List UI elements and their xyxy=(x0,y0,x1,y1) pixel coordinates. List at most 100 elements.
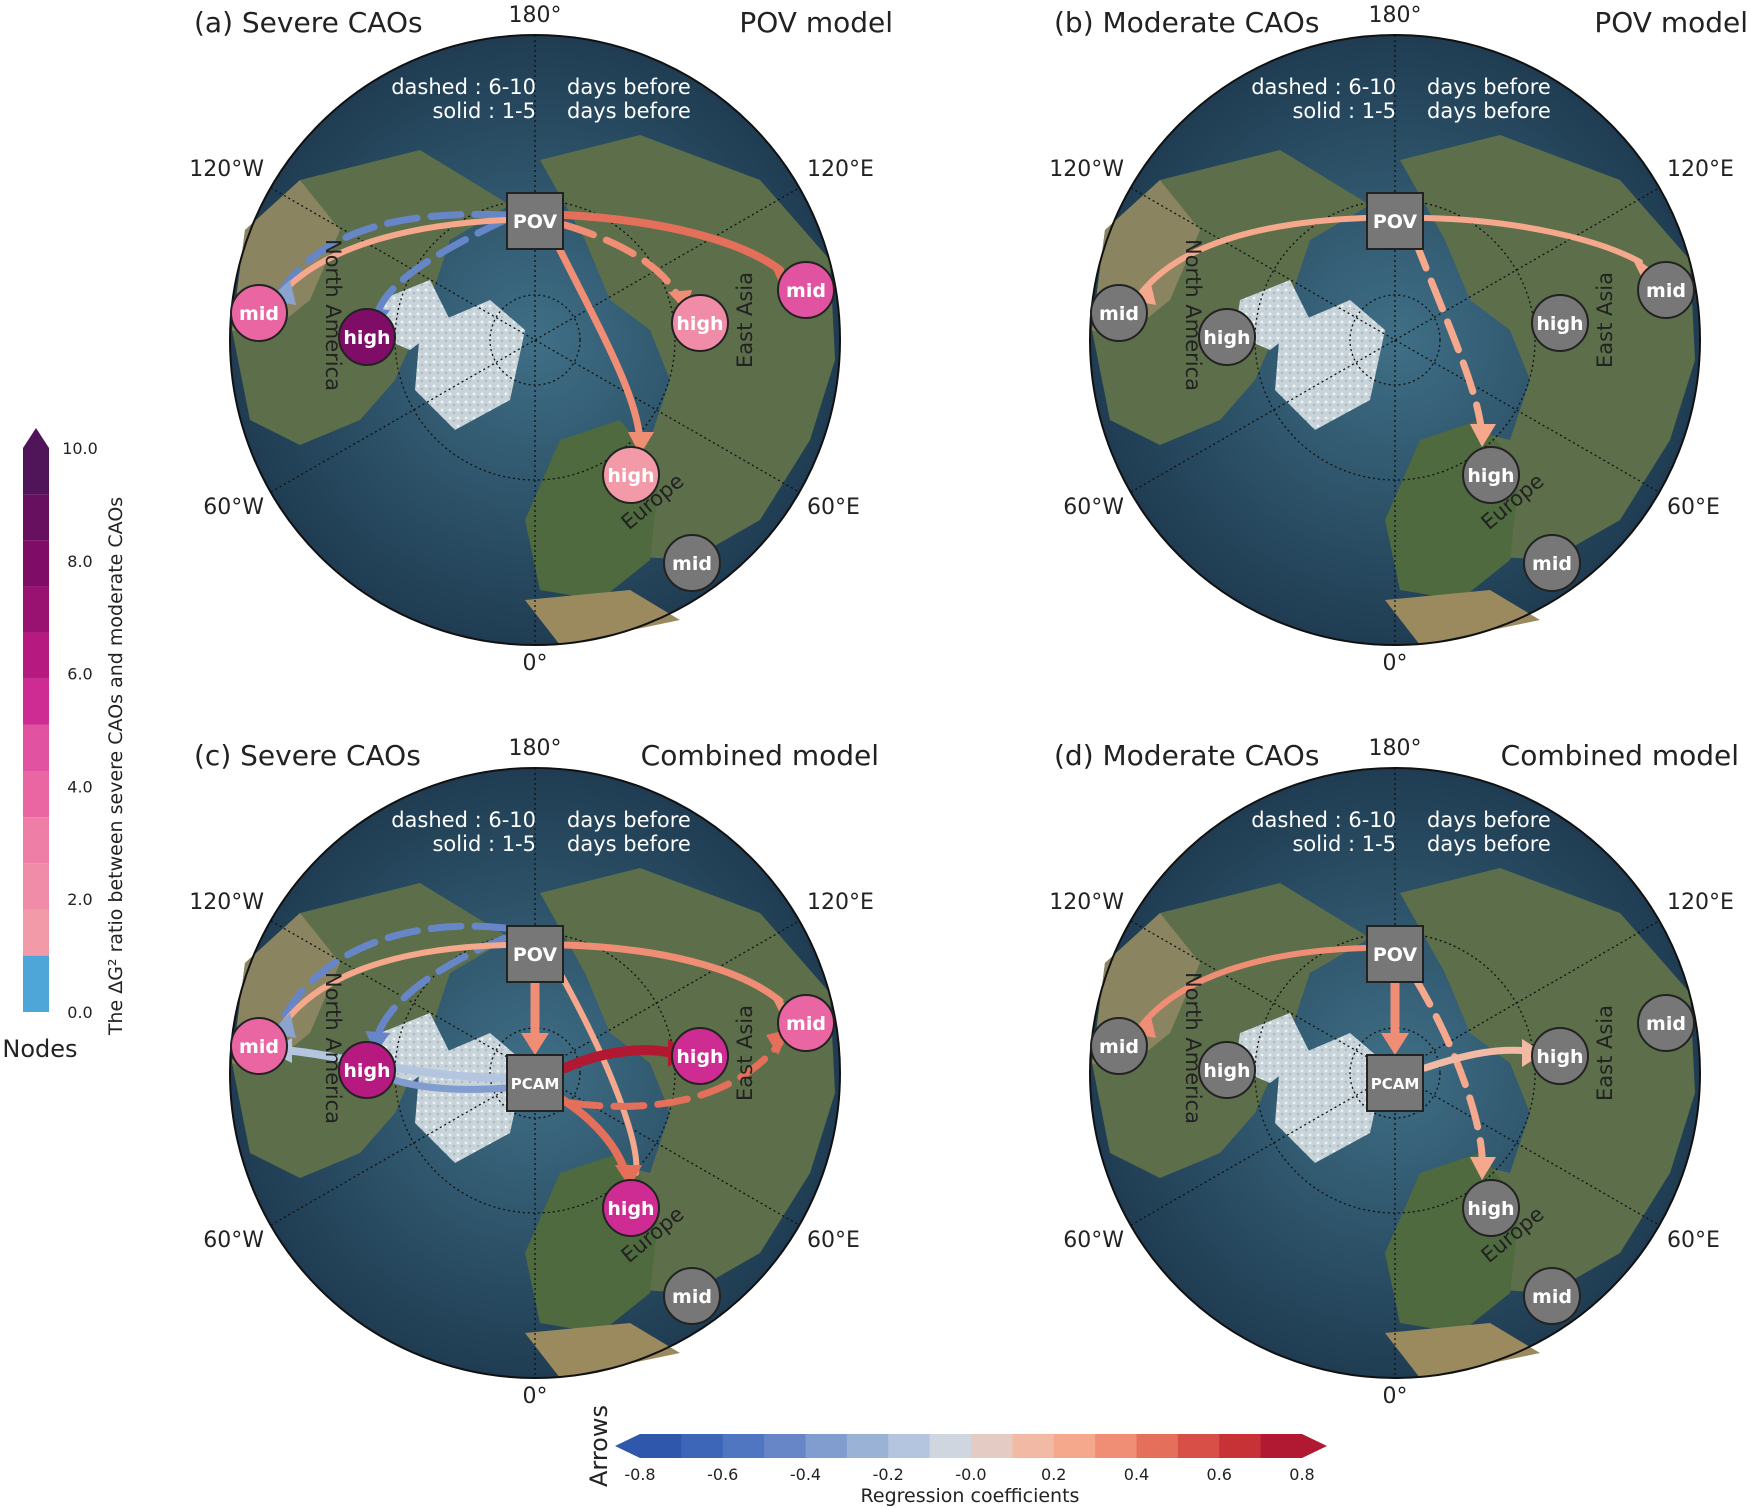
arrow-pov-eu-high-dashed xyxy=(1411,974,1486,1172)
land-greenland xyxy=(415,300,525,430)
node-na-mid: mid xyxy=(1090,284,1148,342)
svg-text:North America: North America xyxy=(1181,239,1205,391)
node-eu-high: high xyxy=(602,1179,660,1237)
colorbar-nodes-tick-label: 4.0 xyxy=(67,777,92,796)
svg-text:60°E: 60°E xyxy=(1667,1228,1720,1253)
svg-text:dashed : 6-10: dashed : 6-10 xyxy=(1251,75,1396,99)
svg-text:180°: 180° xyxy=(509,736,562,761)
colorbar-arrows-tick-label: -0.0 xyxy=(955,1465,986,1484)
colorbar-arrows-extend-cap-right xyxy=(1302,1434,1327,1458)
svg-text:high: high xyxy=(343,1060,390,1082)
nodes: POV PCAM mid high high mid xyxy=(1090,925,1695,1325)
node-pov: POV xyxy=(1366,192,1424,250)
svg-text:60°E: 60°E xyxy=(807,1228,860,1253)
colorbar-arrows-band xyxy=(888,1434,931,1458)
svg-text:days before: days before xyxy=(567,75,691,99)
colorbar-arrows-tick-label: -0.4 xyxy=(790,1465,821,1484)
colorbar-nodes-band xyxy=(23,586,49,633)
svg-text:60°W: 60°W xyxy=(203,495,264,520)
node-na-high: high xyxy=(338,308,396,366)
panel-model: Combined model xyxy=(1501,739,1739,772)
colorbar-arrows-tick-label: 0.6 xyxy=(1207,1465,1232,1484)
svg-text:60°E: 60°E xyxy=(1667,495,1720,520)
svg-text:days before: days before xyxy=(1427,808,1551,832)
colorbar-nodes-tick-label: 2.0 xyxy=(67,890,92,909)
node-pov: POV xyxy=(506,925,564,983)
colorbar-nodes-band xyxy=(23,771,49,818)
colorbar-nodes-band xyxy=(23,448,49,495)
svg-text:0°: 0° xyxy=(1383,651,1408,676)
colorbar-nodes-band xyxy=(23,540,49,587)
svg-text:120°E: 120°E xyxy=(1667,157,1734,182)
colorbar-nodes: 0.0 2.0 4.0 6.0 8.0 10.0 The ΔG² ratio betwee… xyxy=(2,428,127,1063)
svg-text:solid : 1-5: solid : 1-5 xyxy=(1292,99,1396,123)
svg-text:mid: mid xyxy=(786,280,826,302)
colorbar-arrows-band xyxy=(805,1434,848,1458)
node-na-mid: mid xyxy=(230,1017,288,1075)
legend-text: dashed : 6-10 days before solid : 1-5 da… xyxy=(1251,75,1551,123)
svg-text:dashed : 6-10: dashed : 6-10 xyxy=(1251,808,1396,832)
arrows xyxy=(1130,945,1544,1180)
arrow-pov-ea-mid-solid xyxy=(1422,215,1643,265)
panel-title: (d) Moderate CAOs xyxy=(1054,739,1319,772)
svg-text:120°W: 120°W xyxy=(1049,890,1124,915)
colorbar-arrows: -0.8 -0.6 -0.4 -0.2 -0.0 0.2 0.4 0.6 0.8 Regress… xyxy=(585,1405,1327,1507)
land-africa xyxy=(525,590,680,645)
svg-text:mid: mid xyxy=(1532,1286,1572,1308)
svg-text:days before: days before xyxy=(1427,99,1551,123)
node-ea-mid: mid xyxy=(777,261,835,319)
node-eu-high: high xyxy=(1462,446,1520,504)
svg-text:mid: mid xyxy=(239,303,279,325)
svg-text:mid: mid xyxy=(786,1013,826,1035)
colorbar-arrows-band xyxy=(1053,1434,1096,1458)
arrow-pov-eu-high-dashed xyxy=(1411,236,1486,439)
panel-b: POV mid high high mid high xyxy=(1049,3,1748,676)
svg-text:0°: 0° xyxy=(523,1384,548,1409)
svg-text:days before: days before xyxy=(567,808,691,832)
svg-text:dashed : 6-10: dashed : 6-10 xyxy=(391,75,536,99)
svg-text:high: high xyxy=(343,327,390,349)
svg-text:POV: POV xyxy=(1373,944,1418,966)
svg-text:60°W: 60°W xyxy=(1063,1228,1124,1253)
map-base xyxy=(1089,767,1701,1379)
colorbar-nodes-ticks: 0.0 2.0 4.0 6.0 8.0 10.0 xyxy=(62,439,98,1022)
arrow-pov-na-high-dashed xyxy=(372,934,509,1047)
colorbar-arrows-band xyxy=(1012,1434,1055,1458)
panel-model: POV model xyxy=(1594,6,1748,39)
panel-model: POV model xyxy=(739,6,893,39)
svg-text:mid: mid xyxy=(672,1286,712,1308)
svg-text:solid : 1-5: solid : 1-5 xyxy=(432,99,536,123)
svg-text:days before: days before xyxy=(1427,75,1551,99)
colorbar-nodes-band xyxy=(23,817,49,864)
node-pov: POV xyxy=(1366,925,1424,983)
colorbar-arrows-band xyxy=(1136,1434,1179,1458)
svg-text:0°: 0° xyxy=(523,651,548,676)
nodes: POV mid high high mid high xyxy=(230,192,835,592)
colorbar-nodes-band xyxy=(23,909,49,956)
colorbar-arrows-band xyxy=(846,1434,889,1458)
node-ea-mid: mid xyxy=(1637,994,1695,1052)
nodes: POV PCAM mid high high mid xyxy=(230,925,835,1325)
lon-labels: 180° 0° 120°W 120°E 60°W 60°E xyxy=(1049,736,1734,1409)
colorbar-arrows-tick-label: -0.6 xyxy=(707,1465,738,1484)
svg-text:East Asia: East Asia xyxy=(1593,272,1617,368)
svg-text:60°W: 60°W xyxy=(1063,495,1124,520)
head-pov-eu-high xyxy=(628,432,654,455)
graticule xyxy=(270,35,800,645)
node-ea-mid: mid xyxy=(1637,261,1695,319)
colorbar-arrows-band xyxy=(929,1434,972,1458)
nodes: POV mid high high mid high xyxy=(1090,192,1695,592)
region-north-america: North America xyxy=(321,239,345,391)
svg-text:120°W: 120°W xyxy=(1049,157,1124,182)
colorbar-arrows-extend-cap-left xyxy=(615,1434,640,1458)
colorbar-nodes-band xyxy=(23,724,49,772)
svg-text:POV: POV xyxy=(513,944,558,966)
panel-model: Combined model xyxy=(641,739,879,772)
node-pcam: PCAM xyxy=(506,1054,564,1112)
panel-a: POV mid high high mid high xyxy=(189,3,893,676)
svg-text:0°: 0° xyxy=(1383,1384,1408,1409)
legend-text: dashed : 6-10 days before solid : 1-5 da… xyxy=(391,808,691,856)
svg-text:60°W: 60°W xyxy=(203,1228,264,1253)
arrow-pov-na-mid-dashed xyxy=(278,210,509,294)
